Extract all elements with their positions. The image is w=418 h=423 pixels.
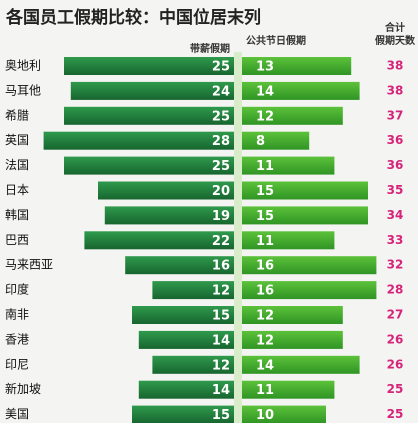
value-label: 22 [212, 234, 230, 249]
value-label: 20 [212, 184, 230, 199]
bar-public [242, 281, 377, 300]
category-label: 马耳他 [5, 83, 41, 97]
value-label: 12 [212, 284, 230, 299]
bar-public [242, 231, 335, 250]
bar-paid [138, 380, 234, 399]
bar-public [242, 106, 343, 125]
total-label: 36 [387, 133, 404, 147]
bar-paid [43, 131, 234, 150]
value-label: 15 [212, 408, 230, 423]
bar-paid [132, 306, 234, 324]
value-label: 16 [256, 259, 274, 274]
value-label: 19 [212, 209, 230, 224]
value-label: 25 [212, 159, 230, 174]
bar-paid [64, 57, 234, 75]
value-label: 14 [212, 333, 230, 348]
category-label: 巴西 [5, 233, 29, 247]
value-label: 10 [256, 408, 274, 423]
legend-right: 公共节日假期 [246, 34, 306, 47]
bar-public [242, 330, 343, 349]
value-label: 11 [256, 383, 274, 398]
category-label: 香港 [5, 332, 29, 346]
bar-public [242, 355, 360, 374]
divider [234, 52, 242, 423]
bar-public [242, 57, 352, 75]
bar-paid [64, 156, 234, 175]
value-label: 14 [256, 84, 274, 99]
value-label: 15 [256, 209, 274, 224]
bar-public [242, 380, 335, 399]
value-label: 14 [256, 358, 274, 373]
total-label: 25 [387, 382, 404, 396]
chart-title: 各国员工假期比较：中国位居末列 [5, 7, 261, 28]
bar-paid [64, 106, 234, 125]
bar-paid [152, 355, 234, 374]
bar-public [242, 256, 377, 275]
category-label: 韩国 [5, 207, 29, 222]
legend-left: 带薪假期 [190, 42, 230, 55]
category-label: 日本 [5, 183, 29, 197]
bar-paid [132, 405, 234, 423]
total-label: 26 [387, 332, 404, 346]
value-label: 14 [212, 383, 230, 398]
legend-total: 合计 假期天数 [375, 23, 415, 47]
value-label: 12 [256, 309, 274, 324]
bar-paid [125, 256, 234, 275]
value-label: 13 [256, 60, 274, 75]
total-label: 26 [387, 357, 404, 371]
value-label: 16 [212, 259, 230, 274]
category-label: 新加坡 [5, 381, 41, 396]
value-label: 11 [256, 234, 274, 249]
category-label: 法国 [5, 158, 29, 172]
bar-public [242, 181, 368, 200]
value-label: 24 [212, 84, 230, 99]
value-label: 28 [212, 134, 230, 149]
total-label: 35 [387, 183, 404, 197]
value-label: 12 [256, 333, 274, 348]
category-label: 美国 [5, 407, 29, 421]
category-label: 印尼 [5, 357, 29, 371]
bar-paid [138, 330, 234, 349]
bar-paid [84, 231, 235, 250]
total-label: 25 [387, 407, 404, 421]
bar-paid [152, 281, 234, 300]
category-label: 奥地利 [5, 59, 41, 73]
total-label: 36 [387, 158, 404, 172]
value-label: 8 [256, 134, 265, 149]
category-label: 印度 [5, 282, 29, 297]
bar-public [242, 206, 368, 225]
bar-paid [70, 81, 234, 100]
total-label: 32 [387, 258, 404, 272]
total-label: 28 [387, 283, 404, 297]
value-label: 12 [212, 358, 230, 373]
total-label: 34 [387, 208, 404, 222]
bar-public [242, 156, 335, 175]
category-label: 英国 [5, 133, 29, 147]
total-label: 37 [387, 108, 404, 122]
bar-public [242, 405, 326, 423]
bar-public [242, 131, 310, 150]
bar-paid [104, 206, 234, 225]
value-label: 15 [212, 309, 230, 324]
total-label: 33 [387, 233, 404, 247]
bar-public [242, 306, 343, 324]
value-label: 16 [256, 284, 274, 299]
bar-public [242, 81, 360, 100]
total-label: 38 [387, 59, 404, 73]
value-label: 11 [256, 159, 274, 174]
bar-paid [98, 181, 234, 200]
category-label: 希腊 [5, 107, 29, 122]
category-label: 南非 [5, 307, 29, 322]
value-label: 25 [212, 60, 230, 75]
category-label: 马来西亚 [5, 258, 53, 272]
value-label: 25 [212, 109, 230, 124]
total-label: 27 [387, 308, 404, 322]
value-label: 12 [256, 109, 274, 124]
value-label: 15 [256, 184, 274, 199]
total-label: 38 [387, 83, 404, 97]
